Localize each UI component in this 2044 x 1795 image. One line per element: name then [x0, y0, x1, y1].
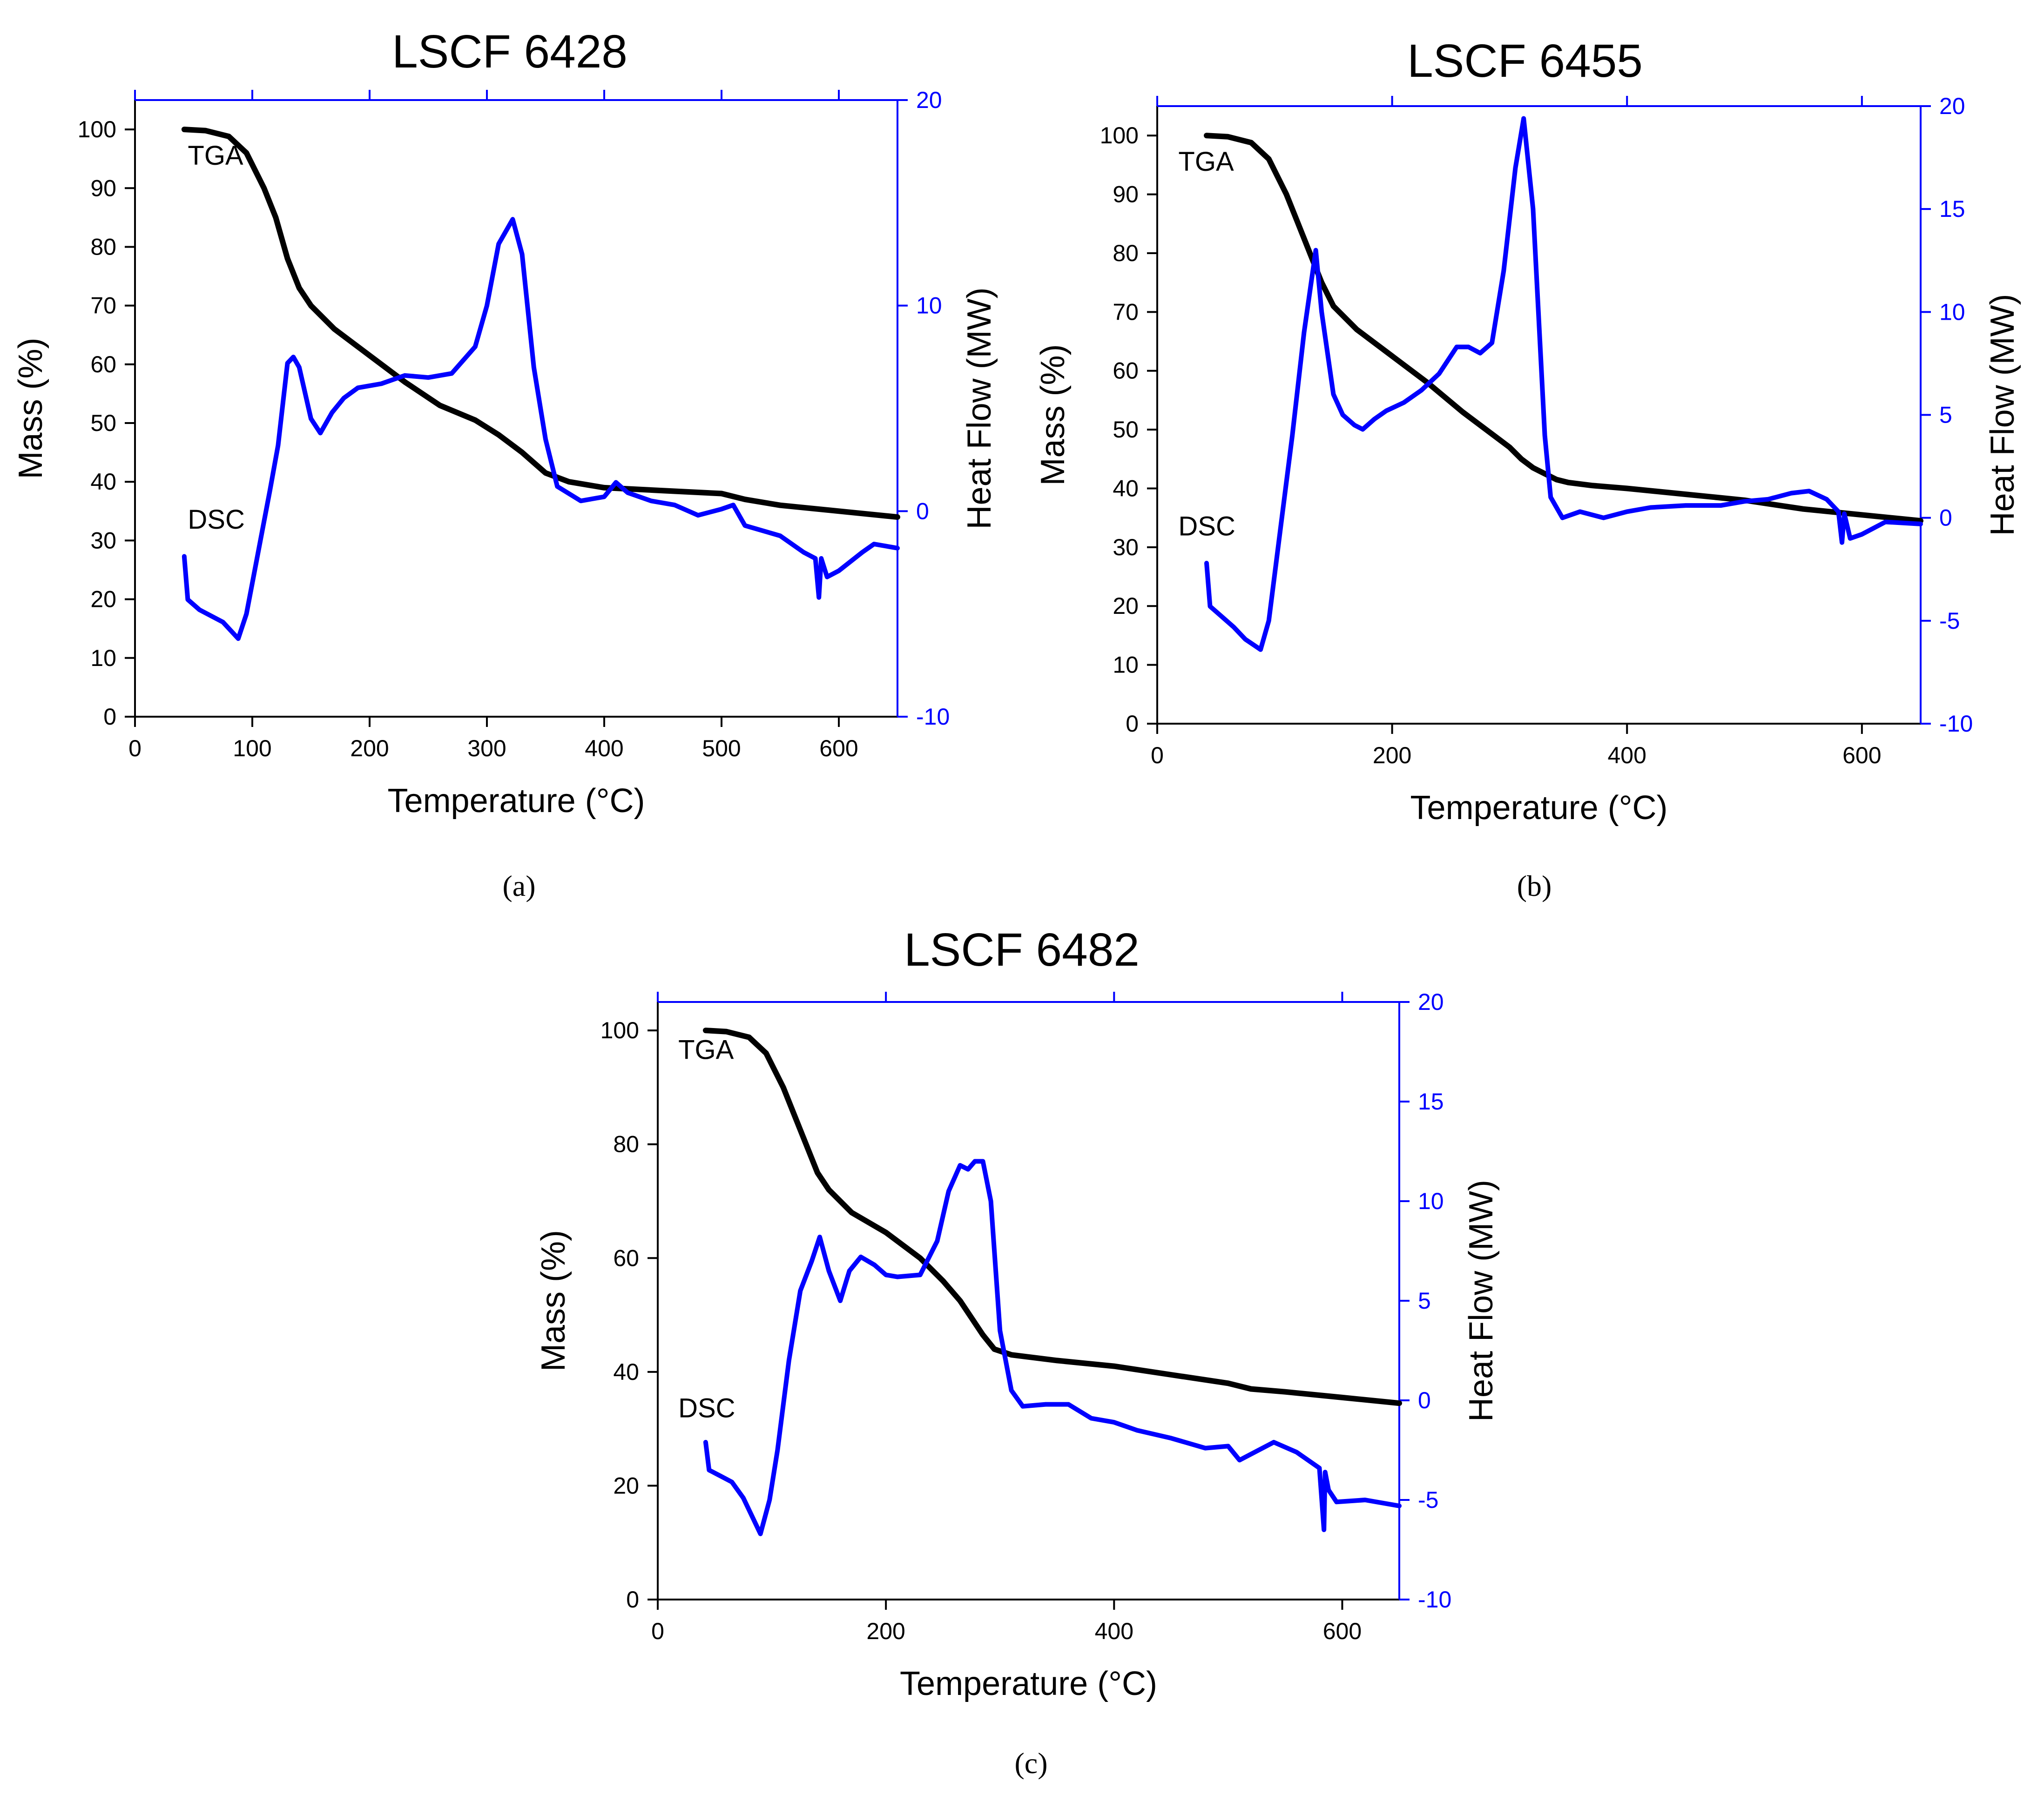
- series-line-tga: [702, 1028, 1402, 1406]
- series-line-dsc: [1204, 116, 1923, 652]
- y-tick-label: 50: [90, 410, 116, 436]
- y2-tick-label: 20: [1418, 989, 1444, 1015]
- y-tick-label: 80: [613, 1131, 639, 1157]
- y2-tick-label: 20: [1939, 93, 1965, 119]
- y-tick-label: 100: [600, 1017, 639, 1043]
- x-tick-label: 600: [1323, 1618, 1362, 1644]
- x-tick-label: 500: [702, 735, 741, 761]
- y2-tick-label: 20: [916, 87, 942, 113]
- x-tick-label: 400: [1095, 1618, 1133, 1644]
- y2-tick-label: -10: [1418, 1587, 1451, 1613]
- annotation-tga: TGA: [1178, 147, 1234, 177]
- series-line-dsc: [703, 1159, 1402, 1536]
- x-tick-label: 300: [467, 735, 506, 761]
- series-line-tga: [1204, 133, 1923, 524]
- x-tick-label: 600: [1842, 742, 1881, 768]
- y2-tick-label: 10: [1418, 1188, 1444, 1214]
- y-tick-label: 0: [626, 1587, 639, 1613]
- x-tick-label: 200: [866, 1618, 905, 1644]
- x-tick-label: 600: [819, 735, 858, 761]
- x-axis-label: Temperature (°C): [1410, 789, 1668, 827]
- y-tick-label: 100: [1100, 122, 1139, 148]
- x-axis-label: Temperature (°C): [388, 782, 645, 820]
- y-tick-label: 20: [90, 586, 116, 612]
- x-tick-label: 200: [1373, 742, 1411, 768]
- y-tick-label: 20: [613, 1472, 639, 1499]
- y-tick-label: 80: [1113, 240, 1139, 266]
- annotation-tga: TGA: [678, 1035, 734, 1065]
- x-tick-label: 100: [233, 735, 271, 761]
- y2-tick-label: 15: [1418, 1089, 1444, 1115]
- y2-tick-label: -10: [1939, 711, 1973, 737]
- x-tick-label: 0: [128, 735, 142, 761]
- panel-caption: (c): [1014, 1747, 1047, 1780]
- y-axis-label: Mass (%): [535, 1230, 572, 1371]
- y2-tick-label: -5: [1418, 1487, 1438, 1513]
- y-tick-label: 80: [90, 234, 116, 260]
- y-tick-label: 40: [1113, 475, 1139, 501]
- x-tick-label: 0: [1151, 742, 1164, 768]
- y-axis-label: Mass (%): [1034, 344, 1072, 486]
- annotation-dsc: DSC: [678, 1393, 735, 1424]
- chart-title: LSCF 6428: [392, 26, 627, 78]
- y-tick-label: 70: [1113, 299, 1139, 325]
- y-tick-label: 40: [613, 1359, 639, 1385]
- y2-tick-label: 15: [1939, 196, 1965, 222]
- chart-panel-c: LSCF 6482 0 200 400 600 0 20 40 60 80 100 -10 -5 0 5 10…: [535, 924, 1500, 1780]
- x-tick-label: 400: [1608, 742, 1646, 768]
- y2-tick-label: 10: [1939, 299, 1965, 325]
- chart-title: LSCF 6482: [904, 924, 1140, 976]
- y-tick-label: 60: [1113, 358, 1139, 384]
- series-line-tga: [181, 127, 900, 520]
- y2-axis-label: Heat Flow (MW): [1463, 1180, 1500, 1422]
- y-tick-label: 60: [613, 1245, 639, 1271]
- annotation-dsc: DSC: [188, 504, 244, 535]
- y2-tick-label: -5: [1939, 608, 1960, 634]
- x-axis-label: Temperature (°C): [900, 1665, 1157, 1702]
- y2-tick-label: 10: [916, 293, 942, 319]
- y-tick-label: 100: [78, 116, 116, 142]
- y2-tick-label: 5: [1418, 1288, 1431, 1314]
- chart-title: LSCF 6455: [1407, 35, 1643, 87]
- y2-axis-label: Heat Flow (MW): [1984, 294, 2021, 536]
- x-tick-label: 400: [585, 735, 623, 761]
- y2-tick-label: 0: [1418, 1387, 1431, 1413]
- annotation-dsc: DSC: [1178, 511, 1235, 542]
- y-tick-label: 50: [1113, 417, 1139, 443]
- y-tick-label: 0: [1126, 711, 1139, 737]
- y-tick-label: 20: [1113, 593, 1139, 619]
- panel-caption: (a): [502, 869, 535, 902]
- y2-axis-label: Heat Flow (MW): [961, 288, 998, 530]
- series-line-dsc: [182, 217, 900, 641]
- panel-caption: (b): [1517, 869, 1552, 902]
- y-tick-label: 0: [103, 704, 116, 730]
- y-tick-label: 90: [1113, 182, 1139, 208]
- annotation-tga: TGA: [188, 141, 243, 171]
- y-tick-label: 10: [90, 645, 116, 671]
- y-tick-label: 30: [1113, 534, 1139, 560]
- y-tick-label: 10: [1113, 652, 1139, 678]
- y2-tick-label: 0: [916, 498, 929, 524]
- x-tick-label: 200: [350, 735, 389, 761]
- y2-tick-label: -10: [916, 704, 950, 730]
- y-tick-label: 30: [90, 527, 116, 553]
- y-axis-label: Mass (%): [12, 338, 49, 479]
- y-tick-label: 60: [90, 351, 116, 377]
- y2-tick-label: 0: [1939, 505, 1952, 531]
- y-tick-label: 70: [90, 293, 116, 319]
- y2-tick-label: 5: [1939, 402, 1952, 428]
- y-tick-label: 40: [90, 469, 116, 495]
- x-tick-label: 0: [651, 1618, 664, 1644]
- y-tick-label: 90: [90, 175, 116, 201]
